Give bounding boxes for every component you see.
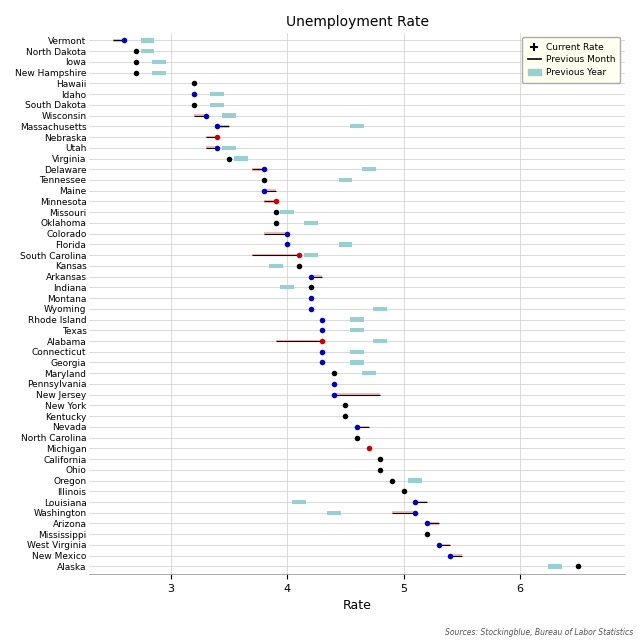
Bar <box>362 167 376 172</box>
Bar <box>222 146 236 150</box>
Bar <box>334 394 380 396</box>
Bar <box>303 221 317 225</box>
Bar <box>234 156 248 161</box>
Bar <box>427 522 438 525</box>
Bar <box>205 136 218 138</box>
Bar <box>276 340 322 342</box>
Bar <box>194 115 205 117</box>
Bar <box>438 543 451 547</box>
Bar <box>280 285 294 289</box>
Bar <box>451 554 462 557</box>
Bar <box>222 113 236 118</box>
Text: Sources: Stockingblue, Bureau of Labor Statistics: Sources: Stockingblue, Bureau of Labor S… <box>445 628 634 637</box>
Bar <box>350 349 364 354</box>
Bar <box>264 200 276 203</box>
Bar <box>350 124 364 129</box>
Bar <box>264 232 287 235</box>
Bar <box>350 328 364 332</box>
Bar <box>350 317 364 322</box>
Bar <box>141 49 154 53</box>
Bar <box>218 125 229 127</box>
Bar <box>152 60 166 64</box>
Bar <box>280 210 294 214</box>
Bar <box>374 307 387 311</box>
Bar <box>350 360 364 365</box>
Bar <box>252 168 264 171</box>
Title: Unemployment Rate: Unemployment Rate <box>285 15 429 29</box>
Bar <box>252 254 299 257</box>
Bar <box>211 102 225 107</box>
Bar <box>357 426 369 428</box>
Bar <box>205 147 218 149</box>
Legend: Current Rate, Previous Month, Previous Year: Current Rate, Previous Month, Previous Y… <box>522 38 621 83</box>
Bar <box>374 339 387 343</box>
Bar <box>141 38 154 43</box>
Bar <box>339 178 353 182</box>
Bar <box>415 500 427 503</box>
Bar <box>113 39 124 42</box>
Bar <box>408 478 422 483</box>
Bar <box>327 511 341 515</box>
Bar <box>303 253 317 257</box>
Bar <box>152 70 166 75</box>
Bar <box>362 371 376 375</box>
Bar <box>269 264 283 268</box>
Bar <box>310 275 322 278</box>
Bar <box>339 243 353 246</box>
Bar <box>292 500 306 504</box>
Bar <box>392 511 415 514</box>
Bar <box>264 189 276 192</box>
Bar <box>211 92 225 96</box>
X-axis label: Rate: Rate <box>342 599 372 612</box>
Bar <box>548 564 562 568</box>
